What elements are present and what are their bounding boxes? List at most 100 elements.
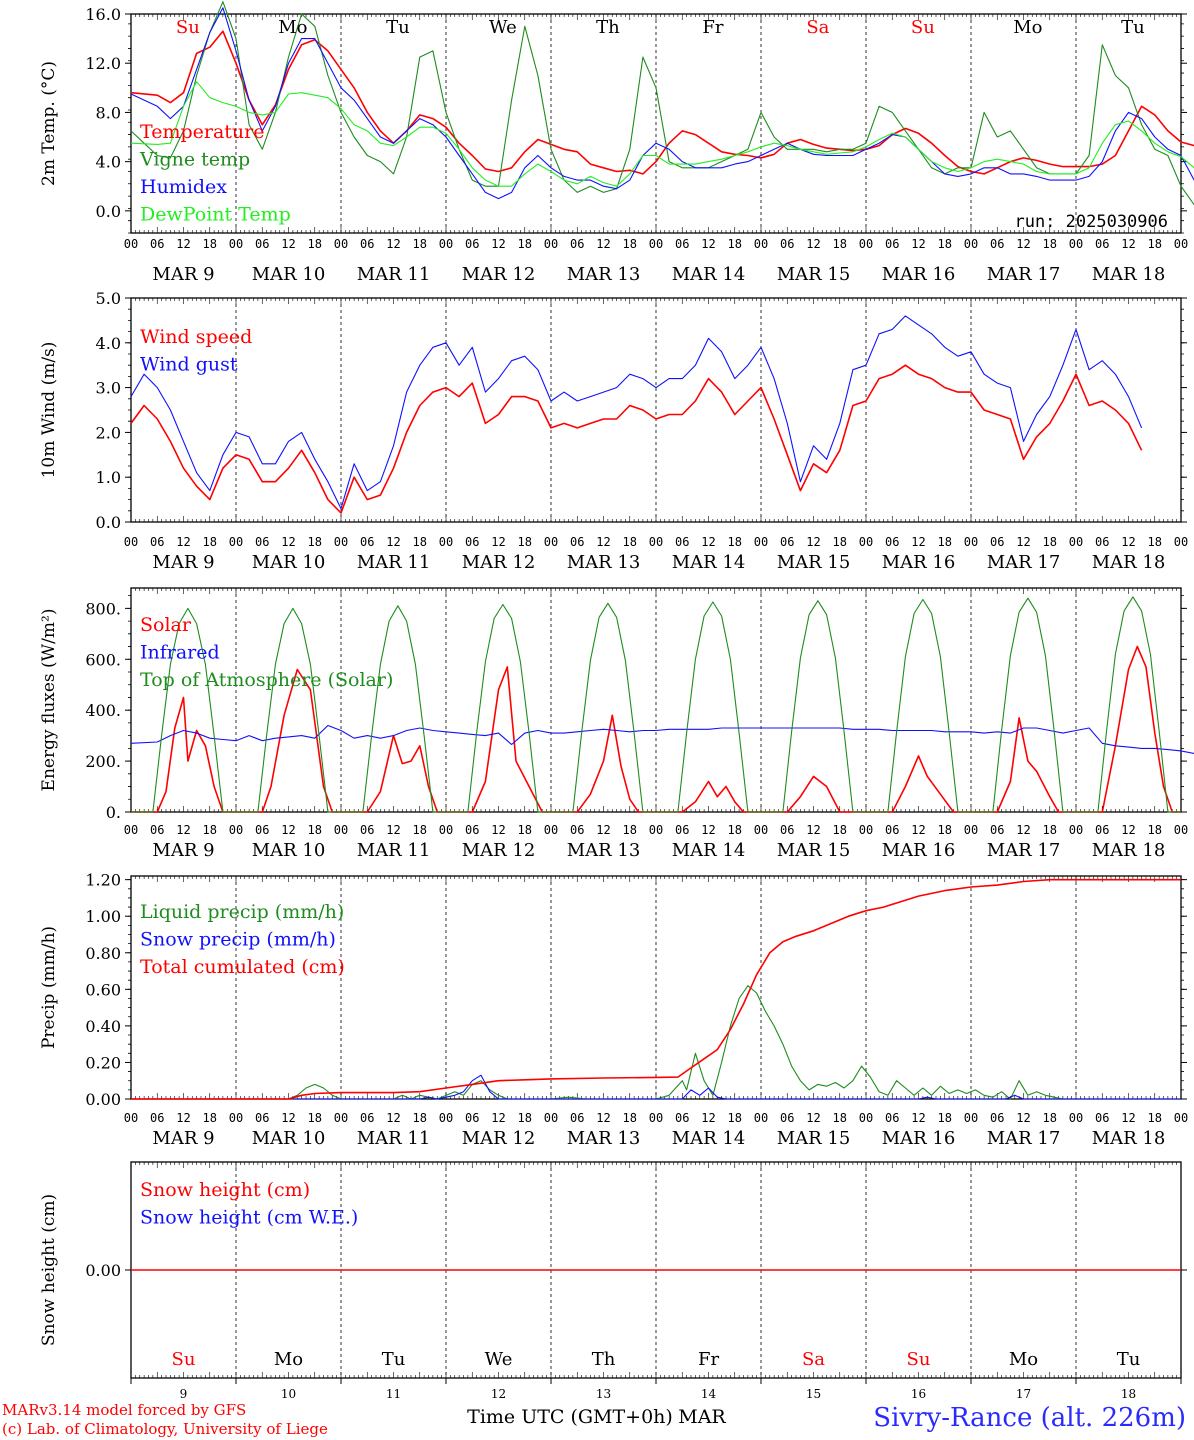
hour-label: 00: [229, 535, 243, 549]
day-name: Su: [907, 1349, 931, 1370]
day-name: Sa: [806, 17, 829, 38]
y-tick-label: 1.00: [85, 907, 121, 926]
hour-label: 06: [990, 823, 1004, 837]
date-label: MAR 12: [462, 552, 536, 573]
hour-label: 00: [334, 823, 348, 837]
hour-label: 00: [649, 1111, 663, 1125]
date-label: MAR 14: [672, 264, 746, 285]
hour-label: 18: [1043, 535, 1057, 549]
hour-label: 12: [701, 237, 715, 251]
y-tick-label: 0.80: [85, 944, 121, 963]
hour-label: 18: [623, 823, 637, 837]
date-label: MAR 11: [357, 552, 431, 573]
hour-label: 00: [439, 1111, 453, 1125]
date-label: MAR 15: [777, 552, 851, 573]
hour-label: 06: [150, 535, 164, 549]
hour-label: 06: [675, 1111, 689, 1125]
y-tick-label: 0.00: [85, 1090, 121, 1109]
hour-label: 06: [360, 237, 374, 251]
hour-ticks: [130, 14, 1182, 233]
hour-label: 00: [544, 1111, 558, 1125]
hour-label: 06: [465, 1111, 479, 1125]
y-tick-label: 1.0: [96, 468, 121, 487]
date-label: MAR 9: [152, 1128, 214, 1149]
date-number: 12: [491, 1387, 506, 1401]
y-tick-label: 1.20: [85, 871, 121, 890]
y-tick-label: 12.0: [85, 54, 121, 73]
hour-label: 12: [806, 535, 820, 549]
hour-label: 06: [780, 1111, 794, 1125]
date-number: 15: [806, 1387, 821, 1401]
hour-label: 06: [1095, 535, 1109, 549]
day-name: Mo: [278, 17, 307, 38]
legend-entry: Temperature: [140, 121, 264, 143]
hour-label: 06: [570, 535, 584, 549]
date-label: MAR 18: [1092, 840, 1166, 861]
y-tick-label: 0.60: [85, 980, 121, 999]
model-credit: MARv3.14 model forced by GFS: [2, 1401, 247, 1419]
hour-label: 12: [701, 823, 715, 837]
date-label: MAR 10: [252, 552, 326, 573]
y-tick-label: 5.0: [96, 289, 121, 308]
legend-entry: Snow precip (mm/h): [140, 929, 336, 951]
run-annotation: run: 2025030906: [1014, 212, 1168, 232]
y-tick-label: 4.0: [96, 153, 121, 172]
hour-label: 12: [701, 1111, 715, 1125]
hour-label: 00: [124, 237, 138, 251]
hour-label: 00: [1069, 823, 1083, 837]
plot-frame: [130, 297, 1182, 523]
hour-label: 00: [1174, 823, 1188, 837]
hour-label: 18: [623, 1111, 637, 1125]
hour-label: 00: [1069, 237, 1083, 251]
hour-label: 06: [465, 535, 479, 549]
hour-label: 00: [544, 237, 558, 251]
date-label: MAR 15: [777, 1128, 851, 1149]
legend-entry: Wind gust: [140, 354, 238, 376]
hour-label: 18: [938, 823, 952, 837]
hour-label: 06: [990, 535, 1004, 549]
hour-label: 00: [1069, 1111, 1083, 1125]
hour-label: 06: [675, 823, 689, 837]
hour-label: 12: [281, 823, 295, 837]
hour-label: 18: [518, 823, 532, 837]
hour-label: 18: [203, 1111, 217, 1125]
hour-label: 12: [386, 1111, 400, 1125]
hour-label: 12: [491, 237, 505, 251]
hour-label: 12: [911, 1111, 925, 1125]
hour-label: 06: [885, 1111, 899, 1125]
hour-label: 18: [413, 1111, 427, 1125]
y-minor-ticks: [128, 595, 1184, 813]
hour-ticks: [130, 298, 1182, 522]
y-axis-label: Snow height (cm): [39, 1194, 59, 1346]
hour-label: 18: [938, 237, 952, 251]
day-name: Fr: [698, 1349, 719, 1370]
date-label: MAR 13: [567, 840, 641, 861]
hour-label: 06: [360, 535, 374, 549]
hour-label: 00: [964, 535, 978, 549]
hour-label: 18: [413, 535, 427, 549]
hour-label: 12: [806, 237, 820, 251]
hour-label: 18: [413, 823, 427, 837]
hour-label: 12: [176, 1111, 190, 1125]
hour-label: 18: [728, 1111, 742, 1125]
hour-label: 18: [1148, 823, 1162, 837]
hour-label: 18: [833, 237, 847, 251]
x-axis-month: MAR: [678, 1406, 726, 1428]
hour-label: 00: [649, 535, 663, 549]
legend-entry: Wind speed: [140, 326, 252, 348]
hour-label: 06: [885, 823, 899, 837]
hour-label: 18: [308, 1111, 322, 1125]
hour-label: 12: [596, 823, 610, 837]
hour-label: 12: [491, 535, 505, 549]
hour-label: 00: [544, 535, 558, 549]
hour-label: 06: [570, 1111, 584, 1125]
day-name: Mo: [274, 1349, 303, 1370]
series-line-wind-speed: [130, 364, 1143, 514]
hour-label: 00: [859, 823, 873, 837]
hour-label: 12: [281, 1111, 295, 1125]
hour-label: 18: [413, 237, 427, 251]
day-name: Tu: [1117, 1349, 1141, 1370]
hour-label: 00: [754, 823, 768, 837]
hour-label: 06: [675, 237, 689, 251]
hour-label: 12: [1016, 823, 1030, 837]
